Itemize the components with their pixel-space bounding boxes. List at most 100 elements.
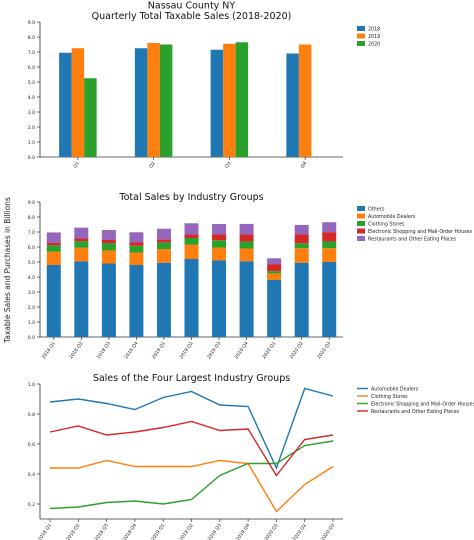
stacked-bar-Electronic Shopping and Mail-Order Houses-2019 Q3 — [212, 234, 227, 241]
stacked-bar-Automobile Dealers-2018 Q1 — [46, 251, 61, 265]
bar-2018-Q2 — [134, 48, 148, 157]
stacked-bar-Others-2018 Q3 — [101, 263, 116, 337]
legend-label: Clothing Stores — [371, 394, 408, 400]
y-tick-label: 3.0 — [28, 110, 35, 116]
stacked-bar-Clothing Stores-2020 Q2 — [294, 243, 309, 249]
legend-swatch — [357, 206, 365, 211]
legend-label: Restaurants and Other Eating Places — [371, 409, 460, 415]
legend-label: Others — [368, 207, 385, 213]
stacked-bar-Restaurants and Other Eating Places-2018 Q2 — [74, 227, 89, 239]
y-tick-label: 0.6 — [28, 442, 35, 448]
chart-subtitle: Quarterly Total Taxable Sales (2018-2020… — [92, 11, 292, 22]
stacked-bar-Automobile Dealers-2018 Q4 — [129, 252, 144, 265]
stacked-bar-Automobile Dealers-2019 Q2 — [184, 244, 199, 259]
y-tick-label: 8.0 — [28, 215, 35, 221]
stacked-bar-Others-2020 Q3 — [322, 262, 337, 337]
chart-quarterly-total-sales: 0.0 1.0 2.0 3.0 4.0 5.0 6.0 7.0 8.0 9.0 Q1 Q2 Q3 Q4 Na… — [28, 1, 381, 170]
x-tick-label: 2020 Q3 — [316, 341, 332, 361]
bar-2018-Q3 — [210, 49, 224, 157]
stacked-bar-Automobile Dealers-2019 Q3 — [212, 247, 227, 261]
x-tick-label: 2019 Q1 — [150, 523, 166, 540]
stacked-bar-Automobile Dealers-2020 Q1 — [267, 273, 282, 280]
chart-sales-by-industry: 0.0 1.0 2.0 3.0 4.0 5.0 6.0 7.0 8.0 9.0 2018 Q1 201… — [28, 192, 473, 360]
x-tick-label: 2020 Q3 — [320, 523, 336, 540]
x-tick-label: 2019 Q2 — [178, 341, 194, 361]
y-tick-label: 4.0 — [28, 95, 35, 101]
stacked-bar-Others-2018 Q4 — [129, 265, 144, 337]
x-tick-label: 2020 Q2 — [289, 341, 305, 361]
stacked-bar-Automobile Dealers-2020 Q2 — [294, 248, 309, 263]
stacked-bar-Restaurants and Other Eating Places-2019 Q1 — [156, 228, 171, 240]
y-tick-label: 7.0 — [28, 50, 35, 56]
x-tick-label: 2018 Q3 — [94, 523, 110, 540]
legend-label: Electronic Shopping and Mail-Order House… — [371, 402, 474, 408]
x-tick-label: 2018 Q1 — [41, 341, 57, 361]
x-tick-label: Q3 — [224, 161, 233, 170]
x-tick-label: 2018 Q4 — [123, 341, 139, 361]
legend-swatch — [357, 26, 365, 31]
stacked-bar-Clothing Stores-2019 Q1 — [156, 242, 171, 250]
x-tick-label: Q1 — [72, 161, 81, 170]
chart-four-largest-groups: 0.2 0.4 0.6 0.8 1.0 2018 Q1 2018 Q2 2018 Q3 2018… — [28, 373, 474, 540]
stacked-bar-Electronic Shopping and Mail-Order Houses-2018 Q1 — [46, 242, 61, 246]
x-tick-label: 2018 Q1 — [37, 523, 53, 540]
stacked-bar-Others-2020 Q1 — [267, 280, 282, 337]
stacked-bar-Electronic Shopping and Mail-Order Houses-2020 Q2 — [294, 234, 309, 244]
x-tick-label: 2019 Q4 — [235, 523, 251, 540]
legend-label: 2019 — [368, 34, 380, 40]
legend-swatch — [357, 236, 365, 241]
y-tick-label: 0.0 — [28, 335, 35, 341]
y-tick-label: 4.0 — [28, 275, 35, 281]
y-tick-label: 6.0 — [28, 65, 35, 71]
legend-label: 2018 — [368, 27, 380, 33]
x-tick-label: 2019 Q3 — [206, 341, 222, 361]
legend-swatch — [357, 221, 365, 226]
stacked-bar-Restaurants and Other Eating Places-2020 Q1 — [267, 258, 282, 265]
stacked-bar-Clothing Stores-2019 Q2 — [184, 238, 199, 245]
stacked-bar-Clothing Stores-2018 Q2 — [74, 241, 89, 248]
x-tick-label: Q2 — [148, 161, 157, 170]
y-tick-label: 9.0 — [28, 20, 35, 26]
y-tick-label: 5.0 — [28, 80, 35, 86]
legend-label: 2020 — [368, 42, 380, 48]
y-tick-label: 0.0 — [28, 155, 35, 161]
stacked-bar-Clothing Stores-2018 Q1 — [46, 245, 61, 252]
stacked-bar-Others-2019 Q2 — [184, 259, 199, 337]
y-tick-label: 0.2 — [28, 502, 35, 508]
bar-2018-Q4 — [286, 53, 299, 157]
stacked-bar-Clothing Stores-2020 Q3 — [322, 241, 337, 249]
stacked-bar-Electronic Shopping and Mail-Order Houses-2020 Q3 — [322, 232, 337, 242]
y-tick-label: 8.0 — [28, 35, 35, 41]
x-tick-label: 2019 Q2 — [178, 523, 194, 540]
x-tick-label: 2018 Q2 — [68, 341, 84, 361]
stacked-bar-Automobile Dealers-2019 Q1 — [156, 249, 171, 263]
stacked-bar-Electronic Shopping and Mail-Order Houses-2018 Q3 — [101, 239, 116, 244]
stacked-bar-Electronic Shopping and Mail-Order Houses-2019 Q2 — [184, 234, 199, 238]
stacked-bar-Electronic Shopping and Mail-Order Houses-2019 Q1 — [156, 239, 171, 243]
stacked-bar-Clothing Stores-2020 Q1 — [267, 271, 282, 274]
stacked-bar-Restaurants and Other Eating Places-2018 Q1 — [46, 232, 61, 243]
y-tick-label: 9.0 — [28, 200, 35, 206]
y-tick-label: 3.0 — [28, 290, 35, 296]
stacked-bar-Others-2018 Q1 — [46, 265, 61, 337]
legend-label: Electronic Shopping and Mail-Order House… — [368, 229, 473, 235]
stacked-bar-Electronic Shopping and Mail-Order Houses-2019 Q4 — [239, 234, 254, 242]
line-Clothing Stores — [50, 459, 334, 513]
chart-title: Total Sales by Industry Groups — [118, 192, 263, 203]
legend-label: Clothing Stores — [368, 222, 405, 228]
bar-2019-Q1 — [71, 48, 85, 157]
stacked-bar-Clothing Stores-2018 Q3 — [101, 243, 116, 251]
stacked-bar-Clothing Stores-2018 Q4 — [129, 245, 144, 253]
y-tick-label: 2.0 — [28, 125, 35, 131]
stacked-bar-Others-2018 Q2 — [74, 261, 89, 337]
x-tick-label: 2019 Q1 — [151, 341, 167, 361]
legend-label: Restaurants and Other Eating Places — [368, 237, 457, 243]
bar-2019-Q4 — [298, 44, 312, 157]
y-tick-label: 1.0 — [28, 320, 35, 326]
x-tick-label: 2018 Q3 — [96, 341, 112, 361]
line-Automobile Dealers — [49, 387, 334, 470]
stacked-bar-Automobile Dealers-2019 Q4 — [239, 248, 254, 262]
stacked-bar-Others-2020 Q2 — [294, 262, 309, 337]
stacked-bar-Restaurants and Other Eating Places-2018 Q3 — [101, 230, 116, 240]
stacked-bar-Restaurants and Other Eating Places-2019 Q3 — [212, 224, 227, 235]
